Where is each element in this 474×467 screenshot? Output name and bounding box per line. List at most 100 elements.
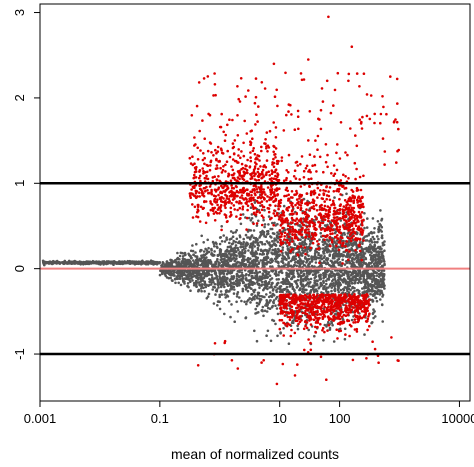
point-significant [349, 204, 352, 207]
point-significant [273, 193, 276, 196]
point-significant [222, 130, 225, 134]
point-not-significant [253, 271, 257, 275]
point-significant [236, 208, 239, 212]
point-not-significant [180, 260, 183, 263]
point-not-significant [245, 273, 248, 276]
point-not-significant [255, 224, 259, 227]
point-not-significant [212, 302, 216, 305]
point-not-significant [363, 333, 366, 336]
point-significant [328, 229, 332, 233]
point-not-significant [244, 233, 248, 237]
point-significant [355, 189, 359, 192]
point-not-significant [238, 281, 241, 285]
point-not-significant [219, 250, 222, 253]
point-not-significant [376, 220, 380, 223]
point-not-significant [380, 219, 383, 222]
point-not-significant [85, 261, 88, 265]
point-significant [316, 186, 320, 190]
point-not-significant [360, 265, 364, 269]
point-significant [356, 201, 359, 204]
point-not-significant [324, 240, 327, 244]
point-not-significant [189, 289, 192, 293]
point-not-significant [234, 230, 237, 234]
point-significant [271, 170, 275, 174]
point-not-significant [373, 244, 377, 248]
point-not-significant [294, 261, 297, 264]
point-significant [345, 240, 349, 243]
point-not-significant [200, 277, 204, 281]
point-significant [191, 192, 194, 196]
point-significant [209, 164, 212, 167]
point-not-significant [287, 290, 291, 294]
point-not-significant [281, 290, 284, 294]
point-significant [358, 249, 362, 253]
point-significant [345, 227, 348, 230]
point-not-significant [375, 299, 379, 303]
point-significant [231, 191, 235, 194]
point-not-significant [292, 287, 295, 291]
point-significant [289, 196, 293, 199]
point-not-significant [227, 245, 231, 249]
point-not-significant [231, 264, 234, 268]
point-significant [338, 228, 342, 231]
point-not-significant [311, 256, 314, 259]
point-not-significant [241, 213, 245, 216]
point-not-significant [254, 312, 257, 315]
point-significant [300, 155, 304, 158]
point-significant [271, 163, 274, 166]
point-significant [325, 197, 329, 201]
point-not-significant [305, 257, 308, 261]
point-not-significant [327, 320, 330, 324]
point-significant [334, 235, 338, 239]
point-significant [238, 206, 242, 210]
point-not-significant [285, 285, 289, 289]
point-not-significant [381, 241, 385, 245]
point-not-significant [181, 277, 184, 281]
point-not-significant [340, 252, 343, 256]
point-not-significant [246, 289, 250, 293]
point-not-significant [232, 239, 235, 243]
point-not-significant [377, 251, 381, 254]
point-not-significant [380, 247, 383, 251]
point-not-significant [224, 278, 228, 281]
point-not-significant [306, 292, 309, 296]
point-not-significant [221, 252, 225, 256]
point-not-significant [200, 234, 203, 238]
point-significant [295, 222, 298, 226]
point-significant [202, 187, 206, 190]
point-significant [294, 219, 297, 222]
point-significant [286, 224, 290, 227]
point-significant [343, 187, 347, 190]
point-significant [274, 168, 278, 171]
point-significant [279, 250, 283, 253]
point-significant [252, 198, 256, 202]
point-significant [216, 208, 220, 211]
point-significant [193, 144, 196, 147]
point-not-significant [298, 273, 301, 277]
point-significant [253, 167, 257, 170]
point-not-significant [329, 264, 332, 268]
point-not-significant [262, 230, 266, 234]
point-not-significant [335, 313, 338, 316]
point-not-significant [229, 288, 232, 291]
point-not-significant [203, 290, 206, 293]
point-not-significant [263, 242, 267, 246]
point-not-significant [209, 260, 213, 264]
point-significant [267, 170, 271, 173]
point-significant [321, 218, 325, 221]
point-significant [321, 221, 325, 225]
point-significant [336, 208, 340, 212]
point-not-significant [252, 265, 256, 268]
point-not-significant [248, 297, 252, 300]
point-not-significant [175, 275, 179, 279]
point-not-significant [287, 256, 290, 259]
point-not-significant [370, 241, 374, 244]
point-not-significant [382, 257, 385, 261]
point-significant [222, 165, 225, 168]
point-not-significant [304, 248, 307, 252]
point-significant [195, 165, 198, 169]
point-not-significant [236, 260, 239, 264]
point-significant [332, 201, 335, 205]
point-not-significant [373, 289, 377, 293]
point-not-significant [215, 259, 219, 263]
